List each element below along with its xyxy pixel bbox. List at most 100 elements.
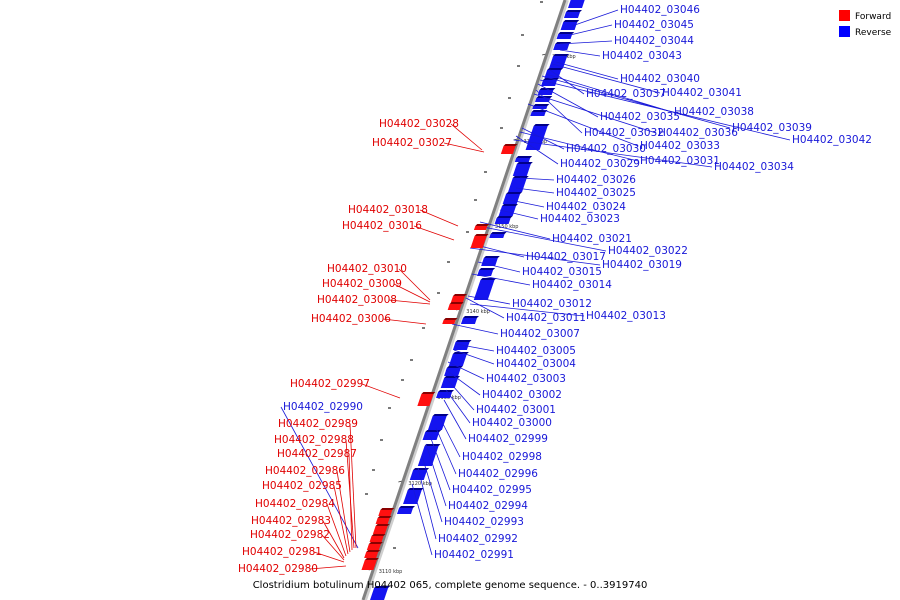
reverse-gene-leader-line: [571, 9, 619, 27]
reverse-gene-block: [422, 432, 440, 440]
reverse-gene-label[interactable]: H04402_03011: [506, 312, 586, 324]
reverse-gene-leader-line: [467, 295, 511, 305]
reverse-gene-label[interactable]: H04402_03019: [602, 259, 682, 271]
forward-gene-label[interactable]: H04402_02984: [255, 498, 335, 510]
forward-gene-leader-line: [313, 551, 345, 563]
reverse-gene-leader-line: [425, 443, 447, 507]
reverse-gene-block: [427, 416, 447, 430]
reverse-gene-label[interactable]: H04402_02991: [434, 549, 514, 561]
reverse-gene-block-edge: [479, 268, 496, 270]
reverse-gene-label[interactable]: H04402_03030: [566, 143, 646, 155]
reverse-gene-label[interactable]: H04402_03007: [500, 328, 580, 340]
reverse-gene-block-edge: [432, 414, 449, 416]
reverse-gene-block: [489, 234, 505, 238]
reverse-gene-label[interactable]: H04402_03029: [560, 158, 640, 170]
forward-gene-label[interactable]: H04402_03009: [322, 278, 402, 290]
forward-gene-label[interactable]: H04402_03016: [342, 220, 422, 232]
reverse-gene-label[interactable]: H04402_02993: [444, 516, 524, 528]
reverse-gene-leader-line: [429, 435, 451, 491]
reverse-gene-label[interactable]: H04402_03038: [674, 106, 754, 118]
reverse-gene-label[interactable]: H04402_03037: [586, 88, 666, 100]
forward-gene-label[interactable]: H04402_03027: [372, 137, 452, 149]
forward-gene-leader-line: [349, 423, 357, 549]
reverse-gene-label[interactable]: H04402_03005: [496, 345, 576, 357]
reverse-gene-label[interactable]: H04402_02990: [283, 401, 363, 413]
reverse-gene-label[interactable]: H04402_03023: [540, 213, 620, 225]
reverse-gene-label[interactable]: H04402_03039: [732, 122, 812, 134]
reverse-gene-block: [409, 470, 428, 480]
forward-gene-label[interactable]: H04402_02980: [238, 563, 318, 575]
reverse-gene-label[interactable]: H04402_03045: [614, 19, 694, 31]
reverse-gene-label[interactable]: H04402_03017: [526, 251, 606, 263]
tick-label: 3140 kbp: [466, 309, 490, 315]
reverse-gene-label[interactable]: H04402_03000: [472, 417, 552, 429]
reverse-gene-leader-line: [541, 75, 731, 129]
forward-gene-label[interactable]: H04402_02986: [265, 465, 345, 477]
forward-gene-label[interactable]: H04402_02981: [242, 546, 322, 558]
reverse-gene-label[interactable]: H04402_03026: [556, 174, 636, 186]
forward-gene-block: [372, 526, 388, 534]
reverse-gene-label[interactable]: H04402_03024: [546, 201, 626, 213]
reverse-gene-label[interactable]: H04402_03035: [600, 111, 680, 123]
reverse-gene-block-edge: [483, 256, 500, 258]
reverse-gene-label[interactable]: H04402_02998: [462, 451, 542, 463]
reverse-gene-block: [444, 368, 461, 376]
reverse-gene-label[interactable]: H04402_03041: [662, 87, 742, 99]
reverse-gene-label[interactable]: H04402_03003: [486, 373, 566, 385]
forward-gene-label[interactable]: H04402_02987: [277, 448, 357, 460]
reverse-gene-label[interactable]: H04402_03025: [556, 187, 636, 199]
reverse-gene-block: [417, 446, 439, 466]
reverse-gene-leader-line: [527, 103, 639, 147]
forward-gene-label[interactable]: H04402_03018: [348, 204, 428, 216]
forward-gene-label[interactable]: H04402_02985: [262, 480, 342, 492]
reverse-gene-label[interactable]: H04402_03034: [714, 161, 794, 173]
forward-gene-label[interactable]: H04402_03028: [379, 118, 459, 130]
forward-gene-leader-line: [322, 520, 345, 559]
reverse-gene-label[interactable]: H04402_03014: [532, 279, 612, 291]
reverse-gene-label[interactable]: H04402_03015: [522, 266, 602, 278]
forward-gene-label[interactable]: H04402_02989: [278, 418, 358, 430]
forward-gene-leader-line: [336, 470, 351, 553]
forward-gene-block-edge: [371, 534, 386, 536]
reverse-gene-leader-line: [469, 303, 585, 317]
reverse-gene-label[interactable]: H04402_03046: [620, 4, 700, 16]
reverse-gene-block: [512, 164, 531, 176]
reverse-gene-label[interactable]: H04402_03013: [586, 310, 666, 322]
reverse-gene-block-edge: [533, 104, 550, 106]
reverse-gene-block-edge: [516, 156, 533, 158]
reverse-gene-label[interactable]: H04402_03036: [658, 127, 738, 139]
reverse-gene-label[interactable]: H04402_03032: [584, 127, 664, 139]
reverse-gene-label[interactable]: H04402_03022: [608, 245, 688, 257]
reverse-gene-label[interactable]: H04402_03044: [614, 35, 694, 47]
reverse-gene-label[interactable]: H04402_02999: [468, 433, 548, 445]
forward-gene-leader-line: [388, 299, 431, 305]
forward-gene-label[interactable]: H04402_02982: [250, 529, 330, 541]
forward-gene-label[interactable]: H04402_02988: [274, 434, 354, 446]
reverse-gene-label[interactable]: H04402_03021: [552, 233, 632, 245]
reverse-gene-label[interactable]: H04402_03001: [476, 404, 556, 416]
reverse-gene-block: [535, 98, 551, 102]
reverse-gene-leader-line: [519, 177, 555, 181]
reverse-gene-label[interactable]: H04402_03042: [792, 134, 872, 146]
reverse-gene-label[interactable]: H04402_03031: [640, 155, 720, 167]
forward-gene-label[interactable]: H04402_03010: [327, 263, 407, 275]
reverse-gene-label[interactable]: H04402_02994: [448, 500, 528, 512]
reverse-gene-block: [403, 490, 422, 504]
forward-gene-leader-line: [321, 534, 345, 561]
tick-label: 3150 kbp: [495, 224, 519, 230]
forward-gene-label[interactable]: H04402_03008: [317, 294, 397, 306]
reverse-gene-label[interactable]: H04402_03002: [482, 389, 562, 401]
reverse-gene-label[interactable]: H04402_02995: [452, 484, 532, 496]
reverse-gene-label[interactable]: H04402_02992: [438, 533, 518, 545]
forward-gene-label[interactable]: H04402_02983: [251, 515, 331, 527]
reverse-gene-label[interactable]: H04402_03040: [620, 73, 700, 85]
reverse-gene-label[interactable]: H04402_03033: [640, 140, 720, 152]
forward-gene-label[interactable]: H04402_02997: [290, 378, 370, 390]
forward-gene-block-edge: [421, 392, 436, 394]
reverse-gene-block: [525, 126, 548, 150]
reverse-gene-label[interactable]: H04402_03012: [512, 298, 592, 310]
reverse-gene-label[interactable]: H04402_03043: [602, 50, 682, 62]
reverse-gene-label[interactable]: H04402_02996: [458, 468, 538, 480]
reverse-gene-label[interactable]: H04402_03004: [496, 358, 576, 370]
forward-gene-label[interactable]: H04402_03006: [311, 313, 391, 325]
